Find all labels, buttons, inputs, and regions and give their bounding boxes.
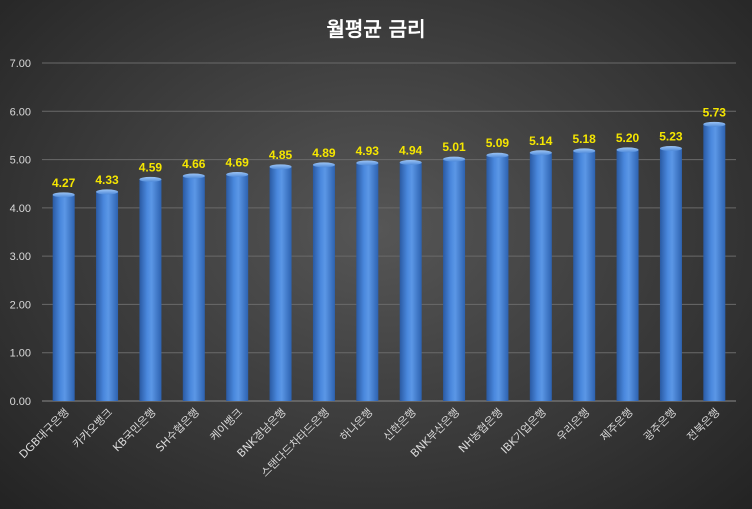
bar-body: [52, 194, 75, 401]
bar-cap: [269, 164, 292, 170]
y-tick-label: 4.00: [10, 203, 31, 215]
bar: [226, 172, 249, 401]
bar-cap: [703, 121, 726, 127]
category-label: 우리은행: [554, 406, 592, 444]
data-label: 4.66: [182, 157, 206, 171]
data-label: 5.23: [659, 129, 683, 143]
y-tick-label: 2.00: [10, 299, 31, 311]
bar-body: [486, 155, 509, 401]
data-label: 5.20: [616, 131, 640, 145]
bar: [312, 162, 335, 401]
bar-cap: [399, 159, 422, 165]
category-label: DGB대구은행: [17, 406, 72, 461]
category-label: SH수협은행: [153, 406, 202, 455]
data-label: 4.33: [95, 173, 119, 187]
bar-body: [443, 159, 466, 401]
bar: [703, 121, 726, 401]
category-label: IBK기업은행: [498, 406, 549, 457]
data-label: 5.14: [529, 134, 553, 148]
category-label: KB국민은행: [110, 406, 158, 454]
bar-body: [139, 179, 162, 401]
bar: [52, 192, 75, 401]
bars: [52, 121, 726, 401]
bar-cap: [52, 192, 75, 198]
data-label: 5.09: [486, 136, 510, 150]
data-label: 4.89: [312, 146, 336, 160]
category-label: 하나은행: [337, 405, 376, 444]
category-label: 전북은행: [685, 406, 723, 444]
bar: [486, 152, 509, 401]
bar-cap: [226, 172, 249, 178]
data-label: 4.59: [139, 160, 163, 174]
bar-body: [96, 191, 119, 401]
bar-body: [312, 164, 335, 401]
y-tick-label: 1.00: [10, 348, 31, 360]
bar: [356, 160, 379, 401]
data-label: 4.85: [269, 148, 293, 162]
data-label: 4.69: [226, 156, 250, 170]
bar: [616, 147, 639, 401]
category-label: 광주은행: [641, 406, 679, 444]
data-label: 5.18: [573, 132, 597, 146]
y-tick-label: 7.00: [10, 58, 31, 70]
bar-body: [529, 152, 552, 401]
bar: [96, 189, 119, 401]
bar-cap: [182, 173, 205, 179]
bar-cap: [486, 152, 509, 158]
bar: [529, 150, 552, 401]
category-label: 카카오뱅크: [70, 406, 115, 451]
category-label: 신한은행: [381, 406, 419, 444]
data-label: 4.94: [399, 143, 423, 157]
bar-cap: [356, 160, 379, 166]
bar-body: [573, 150, 596, 401]
bar-cap: [443, 156, 466, 162]
bar-cap: [312, 162, 335, 168]
data-label: 5.73: [703, 105, 727, 119]
bar-body: [399, 162, 422, 401]
y-axis: 0.00 1.00 2.00 3.00 4.00 5.00 6.00 7.00: [10, 58, 31, 408]
bar: [399, 159, 422, 401]
bar-cap: [139, 176, 162, 182]
bar-cap: [616, 147, 639, 153]
y-tick-label: 3.00: [10, 251, 31, 263]
bar: [182, 173, 205, 401]
bar-cap: [573, 148, 596, 154]
data-labels: 4.27 4.33 4.59 4.66 4.69 4.85 4.89 4.93 4.94 5.01…: [52, 105, 726, 189]
data-label: 5.01: [442, 140, 466, 154]
y-tick-label: 0.00: [10, 396, 31, 408]
data-label: 4.27: [52, 176, 76, 190]
bar-body: [659, 148, 682, 401]
bar-body: [182, 175, 205, 401]
bar-body: [226, 174, 249, 401]
bar: [573, 148, 596, 401]
bar-body: [356, 162, 379, 401]
bar-cap: [529, 150, 552, 156]
y-tick-label: 5.00: [10, 155, 31, 167]
bar-body: [269, 166, 292, 401]
chart-title: 월평균 금리: [327, 17, 426, 41]
bar: [659, 145, 682, 401]
bar-cap: [96, 189, 119, 195]
data-label: 4.93: [356, 144, 380, 158]
bar-body: [703, 124, 726, 401]
category-label: 케이뱅크: [207, 406, 245, 444]
bar: [443, 156, 466, 401]
bar-body: [616, 149, 639, 401]
bar: [139, 176, 162, 401]
category-label: 제주은행: [598, 406, 636, 444]
bar-cap: [659, 145, 682, 151]
y-tick-label: 6.00: [10, 106, 31, 118]
bar: [269, 164, 292, 401]
